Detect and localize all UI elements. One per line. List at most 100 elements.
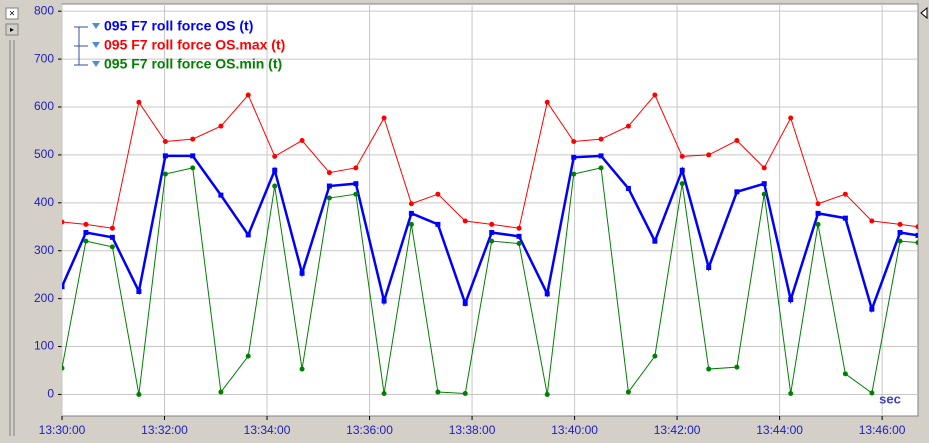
x-tick-label: 13:30:00 — [39, 423, 86, 437]
close-button[interactable] — [5, 7, 19, 20]
data-point — [652, 238, 658, 244]
x-tick-label: 13:46:00 — [859, 423, 906, 437]
data-point — [136, 288, 142, 294]
data-point — [544, 291, 550, 297]
data-point — [299, 366, 305, 372]
y-tick-label: 700 — [34, 51, 54, 65]
expand-button[interactable] — [5, 23, 19, 36]
data-point — [109, 225, 115, 231]
data-point — [245, 353, 251, 359]
data-point — [408, 210, 414, 216]
data-point — [109, 244, 115, 250]
scroll-arrow[interactable] — [920, 6, 928, 20]
toolbar — [0, 0, 22, 443]
x-tick-label: 13:44:00 — [756, 423, 803, 437]
y-tick-label: 800 — [34, 3, 54, 17]
close-icon: × — [9, 9, 15, 20]
data-point — [842, 215, 848, 221]
x-tick-label: 13:42:00 — [654, 423, 701, 437]
data-point — [706, 264, 712, 270]
y-tick-label: 200 — [34, 291, 54, 305]
data-point — [761, 181, 767, 187]
data-point — [815, 210, 821, 216]
data-point — [299, 138, 305, 144]
data-point — [62, 284, 65, 290]
data-point — [761, 165, 767, 171]
data-point — [734, 138, 740, 144]
data-point — [326, 195, 332, 201]
x-tick-label: 13:34:00 — [244, 423, 291, 437]
data-point — [734, 364, 740, 370]
data-point — [516, 233, 522, 239]
data-point — [62, 219, 65, 225]
y-tick-label: 600 — [34, 99, 54, 113]
data-point — [462, 390, 468, 396]
data-point — [190, 153, 196, 159]
y-tick-label: 500 — [34, 147, 54, 161]
data-point — [679, 181, 685, 187]
data-point — [162, 138, 168, 144]
data-point — [272, 153, 278, 159]
data-point — [842, 191, 848, 197]
data-point — [353, 181, 359, 187]
data-point — [788, 390, 794, 396]
y-tick-label: 100 — [34, 339, 54, 353]
legend-label: 095 F7 roll force OS.max (t) — [104, 37, 285, 53]
data-point — [272, 167, 278, 173]
legend-label: 095 F7 roll force OS.min (t) — [104, 56, 282, 72]
data-point — [598, 165, 604, 171]
data-point — [83, 221, 89, 227]
data-point — [162, 153, 168, 159]
data-point — [381, 115, 387, 121]
x-tick-label: 13:40:00 — [551, 423, 598, 437]
data-point — [842, 371, 848, 377]
data-point — [734, 189, 740, 195]
y-tick-label: 400 — [34, 195, 54, 209]
data-point — [598, 153, 604, 159]
data-point — [679, 153, 685, 159]
data-point — [516, 241, 522, 247]
y-tick-label: 300 — [34, 243, 54, 257]
data-point — [706, 152, 712, 158]
data-point — [625, 389, 631, 395]
data-point — [815, 201, 821, 207]
x-axis-label: sec — [879, 391, 901, 406]
data-point — [915, 224, 918, 230]
data-point — [516, 225, 522, 231]
legend-icon — [92, 23, 100, 29]
data-point — [218, 192, 224, 198]
data-point — [571, 138, 577, 144]
x-tick-label: 13:32:00 — [141, 423, 188, 437]
y-tick-label: 0 — [47, 387, 54, 401]
data-point — [489, 221, 495, 227]
data-point — [544, 391, 550, 397]
data-point — [897, 238, 903, 244]
legend-label: 095 F7 roll force OS (t) — [104, 18, 253, 34]
data-point — [897, 221, 903, 227]
data-point — [489, 230, 495, 236]
data-point — [679, 167, 685, 173]
data-point — [761, 191, 767, 197]
data-point — [83, 238, 89, 244]
data-point — [136, 99, 142, 105]
data-point — [136, 391, 142, 397]
data-point — [272, 183, 278, 189]
data-point — [625, 185, 631, 191]
data-point — [869, 306, 875, 312]
data-point — [897, 230, 903, 236]
data-point — [915, 232, 918, 238]
data-point — [190, 165, 196, 171]
data-point — [435, 191, 441, 197]
data-point — [353, 191, 359, 197]
data-point — [815, 221, 821, 227]
data-point — [435, 221, 441, 227]
data-point — [598, 136, 604, 142]
data-point — [571, 154, 577, 160]
data-point — [326, 170, 332, 176]
data-point — [218, 389, 224, 395]
data-point — [408, 221, 414, 227]
data-point — [571, 171, 577, 177]
x-tick-label: 13:38:00 — [449, 423, 496, 437]
expand-icon: ▸ — [10, 25, 14, 34]
